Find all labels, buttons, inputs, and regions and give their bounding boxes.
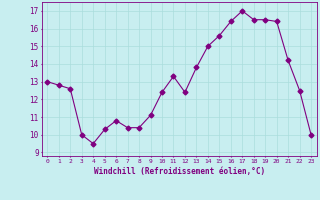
X-axis label: Windchill (Refroidissement éolien,°C): Windchill (Refroidissement éolien,°C): [94, 167, 265, 176]
